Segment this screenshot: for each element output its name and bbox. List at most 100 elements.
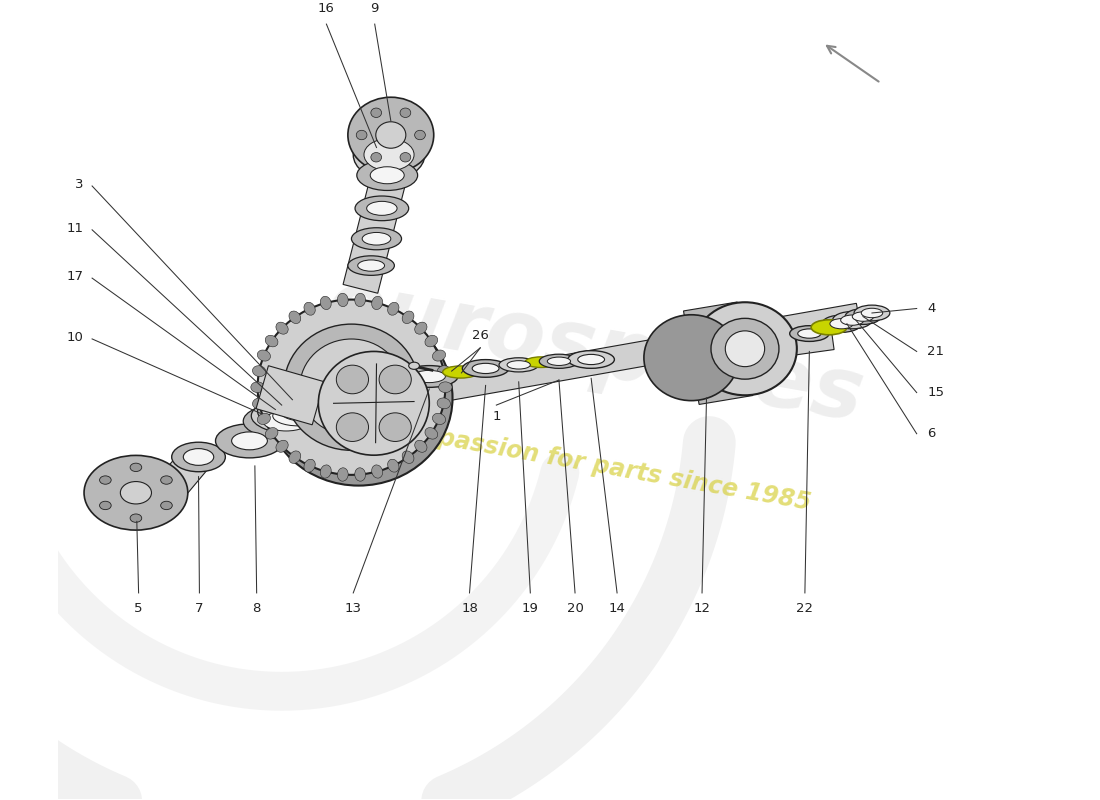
Ellipse shape: [130, 514, 142, 522]
Ellipse shape: [432, 414, 446, 425]
Ellipse shape: [257, 393, 356, 430]
Text: 8: 8: [253, 602, 261, 615]
Ellipse shape: [415, 440, 427, 452]
Text: 16: 16: [318, 2, 334, 15]
Ellipse shape: [289, 451, 300, 463]
Text: 9: 9: [371, 2, 378, 15]
Ellipse shape: [264, 388, 367, 426]
Ellipse shape: [251, 382, 264, 393]
Ellipse shape: [304, 302, 316, 315]
Ellipse shape: [425, 427, 438, 439]
Ellipse shape: [353, 130, 425, 180]
Ellipse shape: [263, 411, 309, 431]
Ellipse shape: [338, 468, 349, 481]
Ellipse shape: [265, 310, 452, 486]
Ellipse shape: [320, 465, 331, 478]
Ellipse shape: [371, 166, 404, 184]
Text: 13: 13: [344, 602, 362, 615]
Ellipse shape: [400, 108, 410, 118]
Ellipse shape: [300, 339, 403, 435]
Ellipse shape: [243, 403, 329, 439]
Ellipse shape: [472, 363, 499, 374]
Ellipse shape: [693, 302, 796, 395]
Ellipse shape: [387, 302, 399, 315]
Text: 21: 21: [927, 345, 945, 358]
Ellipse shape: [644, 314, 739, 401]
Ellipse shape: [308, 394, 348, 407]
Ellipse shape: [289, 311, 300, 323]
Ellipse shape: [811, 320, 847, 335]
Ellipse shape: [425, 335, 438, 347]
Ellipse shape: [437, 366, 450, 377]
Ellipse shape: [403, 451, 414, 463]
Ellipse shape: [253, 366, 266, 377]
Polygon shape: [256, 366, 324, 425]
Ellipse shape: [387, 459, 399, 472]
Ellipse shape: [366, 202, 397, 215]
Ellipse shape: [273, 406, 322, 426]
Ellipse shape: [161, 476, 173, 484]
Ellipse shape: [829, 318, 854, 329]
Ellipse shape: [371, 153, 382, 162]
Ellipse shape: [462, 359, 509, 378]
Ellipse shape: [356, 130, 367, 140]
Ellipse shape: [364, 138, 414, 170]
Ellipse shape: [790, 326, 829, 342]
Polygon shape: [683, 302, 752, 405]
Polygon shape: [793, 328, 834, 355]
Ellipse shape: [845, 309, 881, 325]
Ellipse shape: [507, 361, 530, 369]
Ellipse shape: [216, 424, 284, 458]
Ellipse shape: [376, 122, 406, 148]
Text: 19: 19: [521, 602, 539, 615]
Text: 17: 17: [66, 270, 84, 283]
Text: 14: 14: [608, 602, 626, 615]
Text: 5: 5: [134, 602, 143, 615]
Text: 26: 26: [472, 330, 488, 342]
Ellipse shape: [318, 351, 429, 455]
Ellipse shape: [568, 350, 615, 368]
Ellipse shape: [100, 476, 111, 484]
Ellipse shape: [403, 311, 414, 323]
Text: 3: 3: [75, 178, 84, 190]
Ellipse shape: [320, 296, 331, 310]
Ellipse shape: [257, 414, 271, 425]
Text: 4: 4: [927, 302, 936, 315]
Ellipse shape: [356, 160, 418, 190]
Ellipse shape: [84, 455, 188, 530]
Ellipse shape: [852, 312, 873, 322]
Ellipse shape: [415, 130, 426, 140]
Ellipse shape: [499, 358, 538, 372]
Ellipse shape: [120, 482, 152, 504]
Ellipse shape: [840, 315, 864, 326]
Text: 10: 10: [66, 330, 84, 344]
Ellipse shape: [414, 370, 446, 382]
Ellipse shape: [725, 331, 764, 366]
Polygon shape: [343, 165, 408, 294]
Ellipse shape: [257, 350, 271, 361]
Ellipse shape: [172, 442, 225, 472]
Polygon shape: [155, 450, 207, 503]
Ellipse shape: [432, 350, 446, 361]
Ellipse shape: [161, 502, 173, 510]
Ellipse shape: [379, 365, 411, 394]
Ellipse shape: [253, 398, 266, 409]
Ellipse shape: [409, 362, 419, 370]
Ellipse shape: [539, 354, 579, 368]
Ellipse shape: [833, 311, 872, 329]
Ellipse shape: [348, 98, 433, 173]
Ellipse shape: [348, 256, 395, 275]
Text: 6: 6: [927, 427, 936, 440]
Text: a passion for parts since 1985: a passion for parts since 1985: [412, 421, 813, 514]
Ellipse shape: [358, 260, 385, 271]
Ellipse shape: [822, 315, 861, 332]
Ellipse shape: [130, 463, 142, 471]
Text: 20: 20: [566, 602, 583, 615]
Ellipse shape: [276, 322, 288, 334]
Ellipse shape: [437, 398, 450, 409]
Ellipse shape: [354, 294, 365, 306]
Ellipse shape: [251, 398, 344, 434]
Ellipse shape: [379, 413, 411, 442]
Ellipse shape: [304, 459, 316, 472]
Ellipse shape: [232, 432, 267, 450]
